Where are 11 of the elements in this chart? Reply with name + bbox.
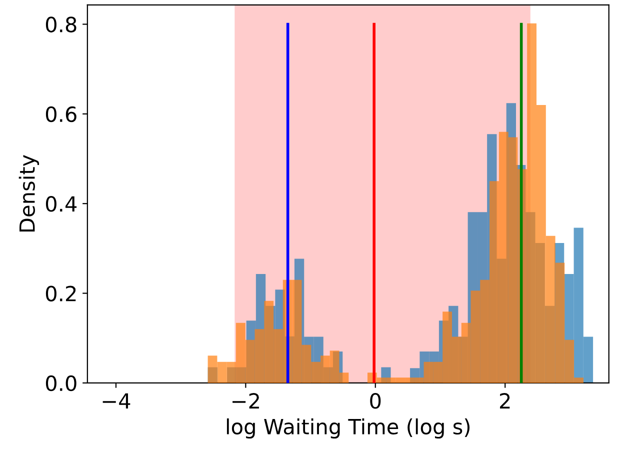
x-axis-title: log Waiting Time (log s) [226,418,470,439]
y-axis-title: Density [18,154,40,232]
y-tick-label: 0.0 [46,375,76,392]
x-tick-label: −4 [102,393,130,408]
y-tick-label: 0.4 [46,196,77,212]
x-tick-label: 2 [500,393,510,408]
x-tick-label: 0 [370,393,381,409]
y-tick-label: 0.8 [46,16,76,32]
x-tick-label: −2 [232,393,259,408]
y-tick-label: 0.6 [46,106,76,122]
y-tick-label: 0.2 [46,286,76,302]
